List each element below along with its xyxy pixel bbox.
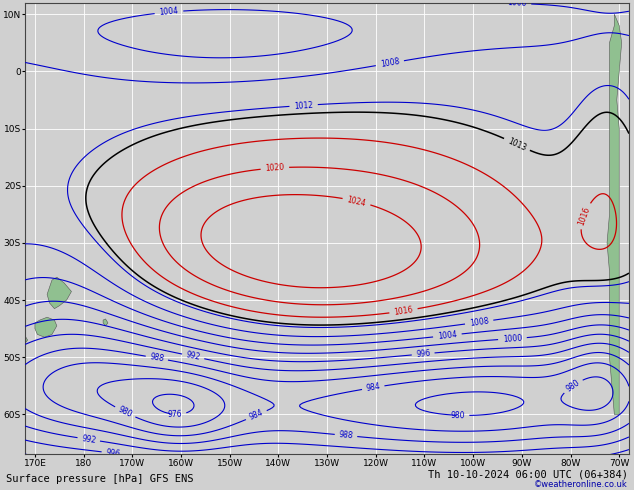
Polygon shape xyxy=(103,319,108,326)
Polygon shape xyxy=(35,317,57,337)
Text: 996: 996 xyxy=(415,349,431,359)
Text: 1004: 1004 xyxy=(159,7,179,18)
Text: 1004: 1004 xyxy=(437,330,458,341)
Text: 984: 984 xyxy=(248,408,265,422)
Text: Th 10-10-2024 06:00 UTC (06+384): Th 10-10-2024 06:00 UTC (06+384) xyxy=(428,469,628,479)
Text: 988: 988 xyxy=(339,430,354,441)
Text: 992: 992 xyxy=(185,350,201,362)
Polygon shape xyxy=(607,14,622,415)
Text: 1013: 1013 xyxy=(507,136,527,152)
Text: 980: 980 xyxy=(451,411,465,420)
Text: 1016: 1016 xyxy=(393,305,413,317)
Text: 1008: 1008 xyxy=(469,317,489,328)
Polygon shape xyxy=(23,336,28,343)
Text: 984: 984 xyxy=(365,382,381,393)
Text: 1008: 1008 xyxy=(380,57,400,69)
Text: 1008: 1008 xyxy=(507,0,527,8)
Text: 1016: 1016 xyxy=(576,205,592,226)
Text: 1024: 1024 xyxy=(346,195,367,208)
Text: 1000: 1000 xyxy=(503,334,522,344)
Text: 1012: 1012 xyxy=(294,100,313,111)
Text: 976: 976 xyxy=(167,410,183,419)
Text: ©weatheronline.co.uk: ©weatheronline.co.uk xyxy=(534,480,628,489)
Text: 996: 996 xyxy=(105,448,120,459)
Text: 980: 980 xyxy=(117,405,134,419)
Text: 1020: 1020 xyxy=(265,163,285,173)
Text: Surface pressure [hPa] GFS ENS: Surface pressure [hPa] GFS ENS xyxy=(6,474,194,484)
Polygon shape xyxy=(47,277,72,309)
Text: 992: 992 xyxy=(81,434,96,445)
Text: 980: 980 xyxy=(564,378,581,393)
Text: 988: 988 xyxy=(149,352,165,364)
